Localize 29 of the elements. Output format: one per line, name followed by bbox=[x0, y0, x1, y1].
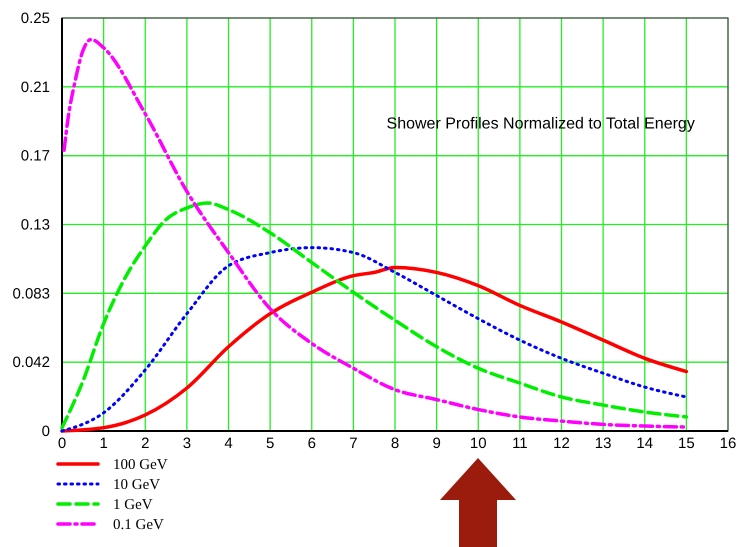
x-tick-label: 6 bbox=[308, 435, 316, 452]
y-tick-label: 0.17 bbox=[20, 148, 50, 165]
y-tick-label: 0.083 bbox=[12, 285, 50, 302]
x-tick-label: 12 bbox=[553, 435, 570, 452]
y-tick-label: 0.21 bbox=[20, 78, 50, 96]
x-tick-label: 11 bbox=[512, 435, 528, 452]
legend-label: 10 GeV bbox=[113, 477, 160, 493]
x-tick-label: 14 bbox=[636, 435, 654, 452]
x-tick-label: 2 bbox=[141, 435, 150, 452]
x-tick-label: 4 bbox=[224, 435, 233, 452]
x-tick-label: 13 bbox=[594, 435, 612, 452]
y-tick-label: 0.25 bbox=[20, 10, 50, 27]
x-tick-label: 3 bbox=[182, 435, 192, 452]
x-tick-label: 0 bbox=[58, 435, 66, 452]
y-tick-label: 0.13 bbox=[20, 216, 50, 234]
y-tick-label: 0.042 bbox=[12, 354, 50, 372]
x-tick-label: 15 bbox=[678, 435, 695, 452]
x-tick-label: 10 bbox=[470, 435, 487, 452]
line-series bbox=[60, 201, 688, 430]
x-tick-label: 5 bbox=[266, 435, 274, 452]
legend-label: 1 GeV bbox=[113, 497, 153, 513]
x-tick-label: 9 bbox=[432, 435, 441, 452]
y-tick-label: 0 bbox=[42, 423, 50, 440]
x-tick-label: 8 bbox=[390, 435, 400, 452]
legend-label: 100 GeV bbox=[113, 457, 168, 473]
x-tick-label: 1 bbox=[99, 435, 108, 452]
x-tick-label: 7 bbox=[349, 435, 358, 452]
x-tick-label: 16 bbox=[720, 435, 736, 452]
legend-label: 0.1 GeV bbox=[113, 517, 164, 533]
